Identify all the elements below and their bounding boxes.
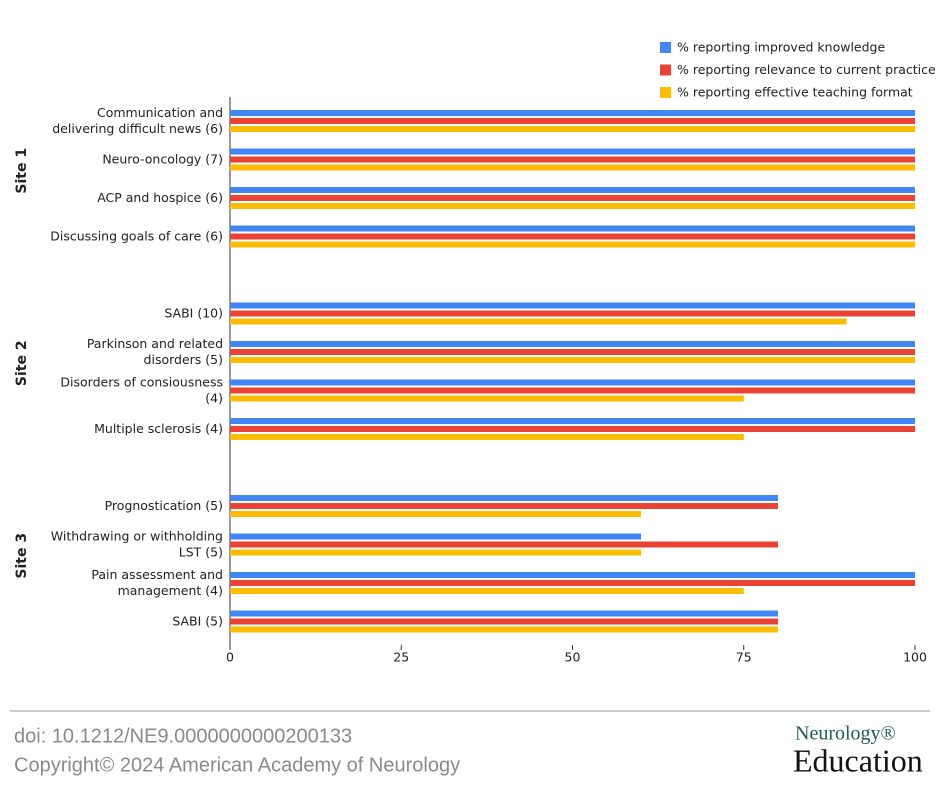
bar xyxy=(230,511,641,517)
doi: doi: 10.1212/NE9.0000000000200133 xyxy=(14,725,352,747)
y-tick-label: SABI (5) xyxy=(172,613,223,628)
legend-label: % reporting relevance to current practic… xyxy=(677,62,936,77)
bar xyxy=(230,233,915,240)
legend-label: % reporting improved knowledge xyxy=(677,40,885,55)
label-line: Prognostication (5) xyxy=(105,498,223,513)
y-tick-label: Withdrawing or withholding LST (5) xyxy=(51,528,223,559)
x-tick-label: 100 xyxy=(903,650,927,665)
bar xyxy=(230,572,915,578)
bar xyxy=(230,357,915,363)
bar xyxy=(230,118,915,124)
label-line: Neuro-oncology (7) xyxy=(102,151,223,166)
bar xyxy=(230,626,778,633)
bar xyxy=(230,156,915,163)
bar xyxy=(230,541,778,548)
bar xyxy=(230,503,778,509)
label-line: Parkinson and related xyxy=(87,336,223,351)
y-tick-label: Disorders of consiousness (4) xyxy=(60,374,223,405)
y-tick-label: Parkinson and related disorders (5) xyxy=(87,336,223,367)
bar xyxy=(230,533,641,540)
bar xyxy=(230,395,744,402)
y-tick-label: Multiple sclerosis (4) xyxy=(94,421,223,436)
y-tick-label: Communication and delivering difficult ne… xyxy=(52,105,223,136)
bar xyxy=(230,195,915,201)
x-tick-label: 50 xyxy=(565,650,581,665)
bar xyxy=(230,495,778,501)
group-label: Site 3 xyxy=(14,533,30,579)
y-tick-label: ACP and hospice (6) xyxy=(97,190,223,205)
y-tick-label: SABI (10) xyxy=(164,305,223,320)
y-tick-label: Neuro-oncology (7) xyxy=(102,151,223,166)
bar xyxy=(230,418,915,424)
bar xyxy=(230,549,641,556)
bar xyxy=(230,434,744,440)
bar xyxy=(230,164,915,171)
legend-label: % reporting effective teaching format xyxy=(677,85,913,100)
bar xyxy=(230,387,915,394)
bar xyxy=(230,318,847,325)
x-tick-label: 25 xyxy=(393,650,409,665)
x-tick-label: 0 xyxy=(226,650,234,665)
label-line: Pain assessment and xyxy=(91,567,223,582)
logo-product: Education xyxy=(793,742,923,778)
y-tick-label: Prognostication (5) xyxy=(105,498,223,513)
label-line: (4) xyxy=(205,390,223,405)
label-line: LST (5) xyxy=(179,544,223,559)
bar xyxy=(230,225,915,232)
x-tick-label: 75 xyxy=(736,650,752,665)
legend-swatch xyxy=(660,87,671,98)
label-line: disorders (5) xyxy=(144,352,223,367)
label-line: ACP and hospice (6) xyxy=(97,190,223,205)
legend-swatch xyxy=(660,64,671,76)
label-line: delivering difficult news (6) xyxy=(52,121,223,136)
bar xyxy=(230,580,915,586)
y-tick-label: Pain assessment and management (4) xyxy=(91,567,223,598)
label-line: Disorders of consiousness xyxy=(60,374,223,389)
bar xyxy=(230,379,915,386)
legend-swatch xyxy=(660,42,671,53)
bar xyxy=(230,618,778,625)
bar xyxy=(230,310,915,317)
bar xyxy=(230,588,744,594)
group-label: Site 2 xyxy=(14,340,30,386)
label-line: Discussing goals of care (6) xyxy=(50,228,223,243)
bar xyxy=(230,349,915,355)
bar xyxy=(230,610,778,617)
label-line: Multiple sclerosis (4) xyxy=(94,421,223,436)
label-line: Communication and xyxy=(97,105,223,120)
copyright: Copyright© 2024 American Academy of Neur… xyxy=(14,754,460,776)
bar xyxy=(230,241,915,248)
bar xyxy=(230,203,915,209)
bar xyxy=(230,426,915,432)
bar xyxy=(230,302,915,309)
bar xyxy=(230,126,915,132)
label-line: SABI (5) xyxy=(172,613,223,628)
y-tick-label: Discussing goals of care (6) xyxy=(50,228,223,243)
label-line: Withdrawing or withholding xyxy=(51,528,223,543)
logo-brand: Neurology® xyxy=(795,723,896,745)
label-line: management (4) xyxy=(118,583,223,598)
label-line: SABI (10) xyxy=(164,305,223,320)
bar xyxy=(230,187,915,193)
bar xyxy=(230,110,915,116)
group-label: Site 1 xyxy=(14,148,30,194)
bar xyxy=(230,148,915,155)
bar xyxy=(230,341,915,347)
